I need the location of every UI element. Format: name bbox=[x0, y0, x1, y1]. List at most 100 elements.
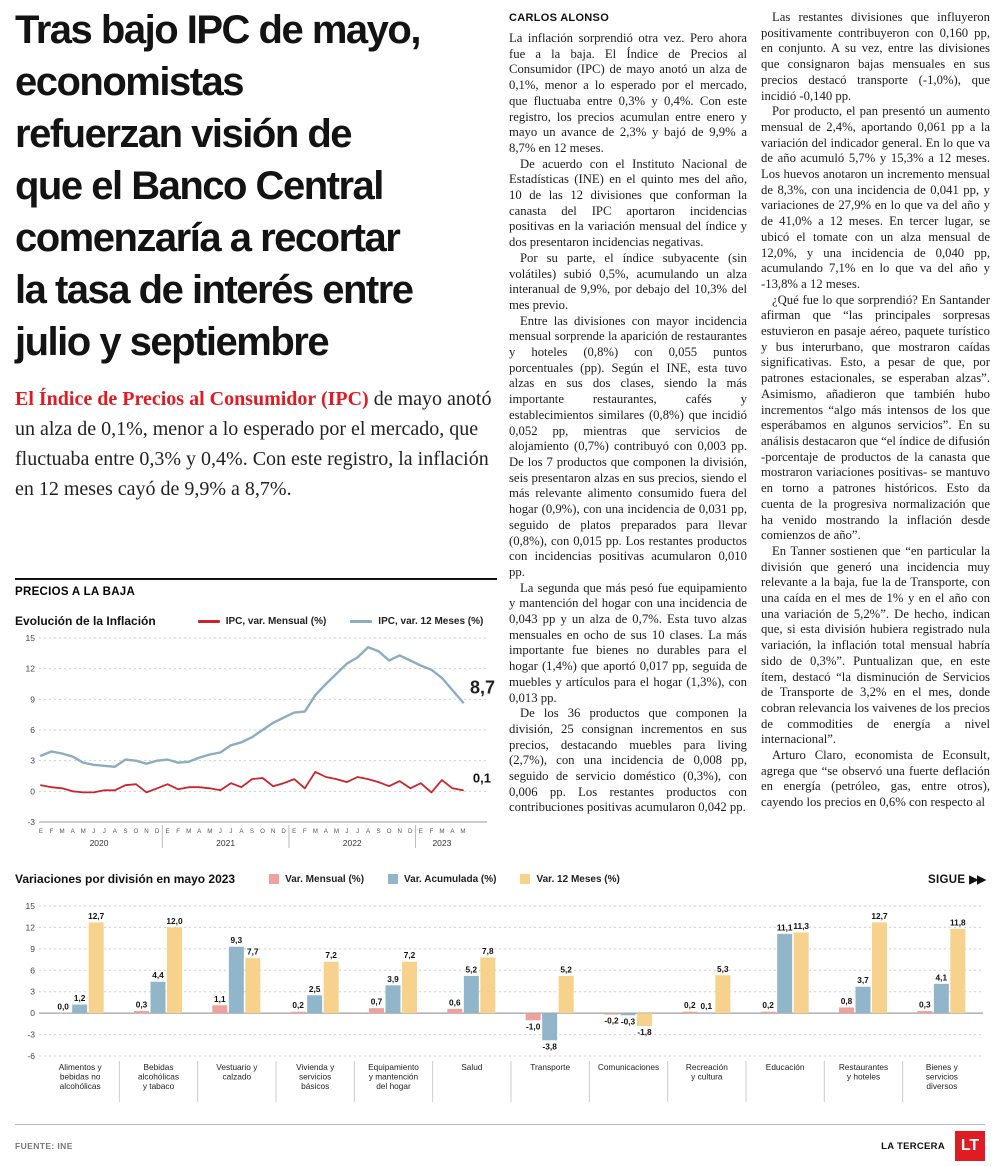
svg-text:D: D bbox=[408, 828, 413, 835]
svg-text:4,4: 4,4 bbox=[152, 970, 164, 980]
legend-item: Var. Mensual (%) bbox=[269, 874, 364, 885]
headline: Tras bajo IPC de mayo, economistas refue… bbox=[15, 4, 497, 368]
svg-text:M: M bbox=[207, 828, 212, 835]
svg-text:F: F bbox=[303, 828, 307, 835]
svg-text:0,3: 0,3 bbox=[919, 1000, 931, 1010]
svg-text:0,7: 0,7 bbox=[371, 997, 383, 1007]
legend-label: Var. Acumulada (%) bbox=[404, 873, 497, 885]
lead-paragraph: El Índice de Precios al Consumidor (IPC)… bbox=[15, 384, 497, 504]
svg-text:0: 0 bbox=[30, 1008, 35, 1018]
svg-text:F: F bbox=[50, 828, 54, 835]
svg-text:J: J bbox=[229, 828, 232, 835]
svg-text:Vestuario y: Vestuario y bbox=[216, 1062, 258, 1072]
body-paragraph: Por producto, el pan presentó un aumento… bbox=[761, 104, 990, 291]
svg-text:O: O bbox=[260, 828, 265, 835]
svg-text:0: 0 bbox=[30, 786, 35, 796]
svg-text:servicios: servicios bbox=[299, 1072, 331, 1082]
body-paragraph: Entre las divisiones con mayor incidenci… bbox=[509, 313, 747, 579]
svg-text:Recreación: Recreación bbox=[686, 1062, 728, 1072]
svg-text:calzado: calzado bbox=[223, 1072, 252, 1082]
svg-text:12: 12 bbox=[26, 664, 36, 674]
svg-text:y tabaco: y tabaco bbox=[143, 1081, 175, 1091]
svg-text:Equipamiento: Equipamiento bbox=[368, 1062, 419, 1072]
svg-text:4,1: 4,1 bbox=[936, 972, 948, 982]
legend-swatch-icon bbox=[350, 619, 373, 623]
svg-text:básicos: básicos bbox=[301, 1081, 329, 1091]
svg-text:-3: -3 bbox=[27, 1030, 35, 1040]
legend-label: IPC, var. 12 Meses (%) bbox=[378, 615, 484, 627]
svg-text:Salud: Salud bbox=[461, 1062, 483, 1072]
legend-item: IPC, var. 12 Meses (%) bbox=[350, 616, 483, 627]
svg-text:1,2: 1,2 bbox=[74, 993, 86, 1003]
svg-text:6: 6 bbox=[30, 965, 35, 975]
svg-text:A: A bbox=[450, 828, 455, 835]
svg-text:5,3: 5,3 bbox=[717, 964, 729, 974]
continue-label: SIGUE bbox=[928, 874, 966, 886]
svg-text:N: N bbox=[271, 828, 275, 835]
svg-text:2021: 2021 bbox=[216, 838, 235, 848]
svg-text:A: A bbox=[71, 828, 76, 835]
svg-text:0,1: 0,1 bbox=[473, 770, 491, 785]
svg-text:2,5: 2,5 bbox=[309, 984, 321, 994]
svg-text:7,2: 7,2 bbox=[404, 950, 416, 960]
legend-item: Var. 12 Meses (%) bbox=[520, 874, 620, 885]
svg-text:J: J bbox=[219, 828, 222, 835]
svg-text:D: D bbox=[281, 828, 286, 835]
svg-text:-0,2: -0,2 bbox=[604, 1016, 619, 1026]
headline-line: refuerzan visión de bbox=[15, 112, 353, 156]
svg-text:Transporte: Transporte bbox=[530, 1062, 570, 1072]
svg-text:11,3: 11,3 bbox=[793, 921, 809, 931]
svg-text:J: J bbox=[92, 828, 95, 835]
svg-text:15: 15 bbox=[26, 901, 36, 911]
body-paragraph: La segunda que más pesó fue equipamiento… bbox=[509, 580, 747, 705]
svg-text:0,2: 0,2 bbox=[292, 1000, 304, 1010]
svg-text:-6: -6 bbox=[27, 1051, 35, 1061]
svg-text:5,2: 5,2 bbox=[466, 965, 478, 975]
body-paragraph: De los 36 productos que componen la divi… bbox=[509, 706, 747, 815]
svg-text:9: 9 bbox=[30, 694, 35, 704]
legend-swatch-icon bbox=[269, 874, 280, 884]
svg-text:F: F bbox=[176, 828, 180, 835]
svg-text:-3: -3 bbox=[27, 817, 35, 827]
section-kicker: PRECIOS A LA BAJA bbox=[15, 578, 497, 598]
svg-text:7,2: 7,2 bbox=[325, 950, 337, 960]
svg-text:9: 9 bbox=[30, 944, 35, 954]
svg-text:0,2: 0,2 bbox=[684, 1000, 696, 1010]
headline-line: la tasa de interés entre bbox=[15, 268, 414, 312]
bar-chart-header: Variaciones por división en mayo 2023 Va… bbox=[15, 872, 986, 886]
headline-line: julio y septiembre bbox=[15, 320, 330, 364]
svg-text:A: A bbox=[113, 828, 118, 835]
lead-rest: de mayo anotó un alza de 0,1%, menor a l… bbox=[15, 388, 492, 500]
article-column-1: CARLOS ALONSO La inflación sorprendió ot… bbox=[509, 10, 747, 816]
svg-text:J: J bbox=[103, 828, 106, 835]
svg-text:M: M bbox=[460, 828, 465, 835]
svg-text:E: E bbox=[419, 828, 423, 835]
divisions-bar-chart: 15 12 9 6 3 0 -3 -6 0,0 1,2 12,7 Alimentos y bebidas… bbox=[15, 892, 985, 1112]
byline: CARLOS ALONSO bbox=[509, 12, 610, 24]
headline-line: comenzaría a recortar bbox=[15, 216, 401, 260]
line-chart-legend: IPC, var. Mensual (%) IPC, var. 12 Meses … bbox=[197, 616, 483, 627]
headline-line: economistas bbox=[15, 60, 245, 104]
svg-text:11,8: 11,8 bbox=[950, 917, 966, 927]
svg-text:bebidas no: bebidas no bbox=[60, 1072, 101, 1082]
svg-text:servicios: servicios bbox=[926, 1072, 958, 1082]
body-paragraph: En Tanner sostienen que “en particular l… bbox=[761, 543, 990, 747]
legend-swatch-icon bbox=[388, 874, 399, 884]
svg-text:N: N bbox=[397, 828, 401, 835]
svg-text:Alimentos y: Alimentos y bbox=[59, 1062, 103, 1072]
svg-text:0,8: 0,8 bbox=[841, 996, 853, 1006]
svg-text:S: S bbox=[250, 828, 254, 835]
inflation-chart-section: PRECIOS A LA BAJA Evolución de la Inflac… bbox=[15, 578, 497, 869]
svg-text:12,7: 12,7 bbox=[871, 911, 888, 921]
svg-text:M: M bbox=[60, 828, 65, 835]
svg-text:7,8: 7,8 bbox=[482, 946, 494, 956]
line-chart-header: Evolución de la Inflación IPC, var. Mens… bbox=[15, 614, 497, 628]
svg-text:2022: 2022 bbox=[343, 838, 362, 848]
lt-logo: LT bbox=[955, 1131, 985, 1161]
svg-text:-0,3: -0,3 bbox=[621, 1016, 636, 1026]
brand-name: LA TERCERA bbox=[881, 1140, 945, 1152]
svg-text:0,3: 0,3 bbox=[136, 1000, 148, 1010]
lead-highlight: El Índice de Precios al Consumidor (IPC) bbox=[15, 388, 369, 410]
svg-text:-1,8: -1,8 bbox=[637, 1027, 652, 1037]
svg-text:E: E bbox=[39, 828, 43, 835]
